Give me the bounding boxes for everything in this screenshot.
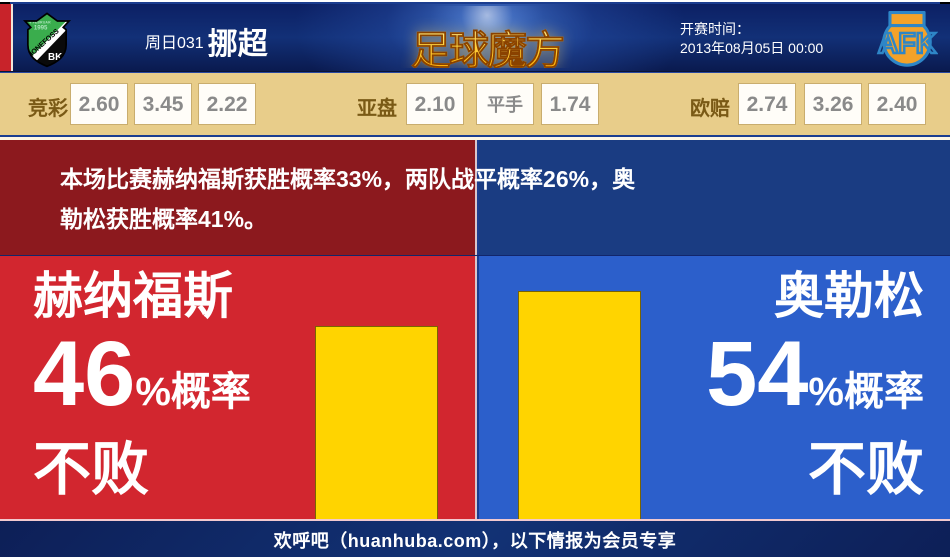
svg-text:AFK: AFK: [878, 28, 937, 60]
svg-text:1995: 1995: [34, 25, 48, 32]
